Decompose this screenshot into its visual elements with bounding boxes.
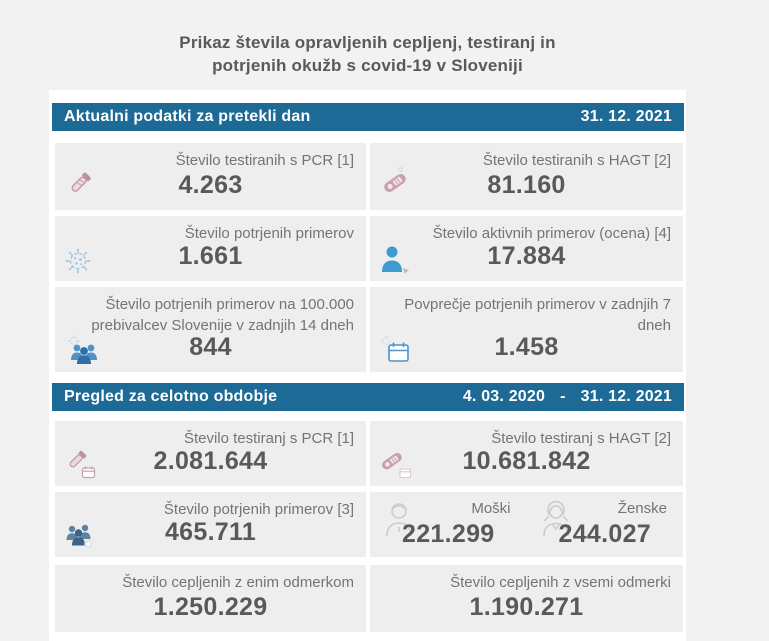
card-value: 4.263 xyxy=(178,171,243,199)
card-label: Število testiranih s HAGT [2] xyxy=(482,152,671,169)
card-label: Število potrjenih primerov xyxy=(184,225,354,242)
card-row: Število potrjenih primerov [3] xyxy=(55,492,683,557)
stat-card-total-pcr: Število testiranj s PCR [1] 2.081.644 xyxy=(55,421,366,486)
virus-icon xyxy=(63,245,93,275)
gender-value: 221.299 xyxy=(402,520,495,548)
pcr-tube-icon xyxy=(63,166,97,200)
page-title: Prikaz števila opravljenih cepljenj, tes… xyxy=(49,31,686,77)
section-date: 31. 12. 2021 xyxy=(580,108,672,125)
card-label: Število testiranj s HAGT [2] xyxy=(491,430,671,447)
calendar-virus-icon xyxy=(378,334,414,366)
card-value: 844 xyxy=(189,333,232,361)
section-header-current-day: Aktualni podatki za pretekli dan 31. 12.… xyxy=(52,103,684,131)
stat-card-vaccinated-all-doses: Število cepljenih z vsemi odmerki 1.190.… xyxy=(370,565,683,632)
card-value: 1.190.271 xyxy=(469,593,584,621)
page-title-line1: Prikaz števila opravljenih cepljenj, tes… xyxy=(179,33,556,52)
card-value: 1.458 xyxy=(494,333,559,361)
people-plus-icon xyxy=(63,517,99,551)
pcr-calendar-icon xyxy=(63,446,99,480)
male-stat-half: Moški 221.299 xyxy=(370,492,527,557)
card-row: Število potrjenih primerov na 100.000 pr… xyxy=(55,287,683,372)
hagt-calendar-icon xyxy=(378,446,414,480)
date-range-end: 31. 12. 2021 xyxy=(580,388,672,405)
card-value: 1.661 xyxy=(178,242,243,270)
female-icon xyxy=(535,497,577,543)
stat-card-vaccinated-one-dose: Število cepljenih z enim odmerkom 1.250.… xyxy=(55,565,366,632)
section-header-whole-period: Pregled za celotno obdobje 4. 03. 2020 -… xyxy=(52,383,684,411)
stat-card-confirmed-cases: Število potrjenih primerov xyxy=(55,216,366,281)
card-value: 465.711 xyxy=(164,518,257,546)
card-value: 81.160 xyxy=(487,171,566,199)
card-row: Število potrjenih primerov xyxy=(55,216,683,281)
stat-card-total-hagt: Število testiranj s HAGT [2] xyxy=(370,421,683,486)
section-title: Pregled za celotno obdobje xyxy=(64,388,278,405)
card-label: Število testiranj s PCR [1] xyxy=(183,430,354,447)
card-row: Število cepljenih z enim odmerkom 1.250.… xyxy=(55,565,683,632)
dashboard-panel: Aktualni podatki za pretekli dan 31. 12.… xyxy=(49,90,686,641)
section-title: Aktualni podatki za pretekli dan xyxy=(64,108,311,125)
stat-card-tested-pcr: Število testiranih s PCR [1] 4.263 xyxy=(55,143,366,210)
date-range-start: 4. 03. 2020 xyxy=(462,388,546,405)
person-icon xyxy=(378,243,412,275)
gender-label: Moški xyxy=(471,500,511,517)
card-value: 17.884 xyxy=(487,242,566,270)
gender-label: Ženske xyxy=(617,500,667,517)
card-value: 2.081.644 xyxy=(153,447,268,475)
card-value: 1.250.229 xyxy=(153,593,268,621)
gender-value: 244.027 xyxy=(558,520,651,548)
section-date-range: 4. 03. 2020 - 31. 12. 2021 xyxy=(463,388,672,406)
male-icon xyxy=(378,497,420,543)
stat-card-confirmed-by-gender: Moški 221.299 Ženske xyxy=(370,492,683,557)
female-stat-half: Ženske 244.027 xyxy=(527,492,684,557)
people-virus-icon xyxy=(63,332,101,366)
card-row: Število testiranih s PCR [1] 4.263 Števi… xyxy=(55,143,683,210)
hagt-cassette-icon xyxy=(378,166,412,200)
stat-card-7day-average: Povprečje potrjenih primerov v zadnjih 7… xyxy=(370,287,683,372)
card-label: Število cepljenih z vsemi odmerki xyxy=(450,574,671,591)
stat-card-total-confirmed: Število potrjenih primerov [3] xyxy=(55,492,366,557)
card-value: 10.681.842 xyxy=(462,447,591,475)
page-title-line2: potrjenih okužb s covid-19 v Sloveniji xyxy=(212,56,523,75)
card-label: Število testiranih s PCR [1] xyxy=(175,152,354,169)
date-range-separator: - xyxy=(560,388,566,405)
card-label: Število potrjenih primerov [3] xyxy=(163,501,354,518)
card-row: Število testiranj s PCR [1] 2.081.644 xyxy=(55,421,683,486)
stat-card-active-cases: Število aktivnih primerov (ocena) [4] 17… xyxy=(370,216,683,281)
stat-card-14day-incidence: Število potrjenih primerov na 100.000 pr… xyxy=(55,287,366,372)
stat-card-tested-hagt: Število testiranih s HAGT [2] 81.160 xyxy=(370,143,683,210)
card-label: Število cepljenih z enim odmerkom xyxy=(122,574,354,591)
card-label: Povprečje potrjenih primerov v zadnjih 7… xyxy=(404,296,671,334)
card-label: Število potrjenih primerov na 100.000 pr… xyxy=(91,296,354,334)
card-label: Število aktivnih primerov (ocena) [4] xyxy=(432,225,671,242)
